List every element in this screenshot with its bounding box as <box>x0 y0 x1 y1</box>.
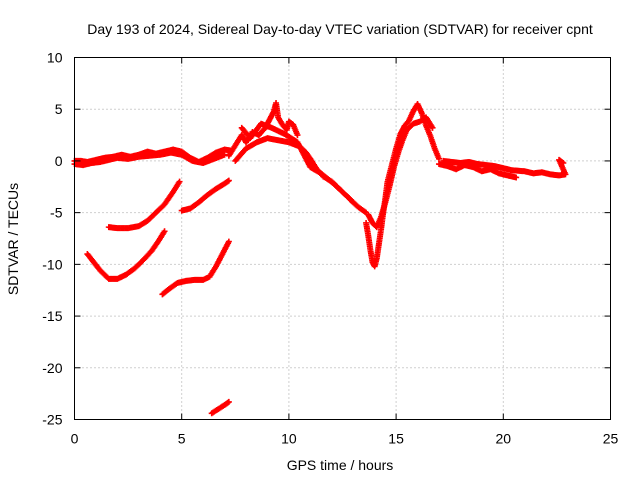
y-tick-labels: -25 -20 -15 -10 -5 0 5 10 <box>42 50 62 428</box>
grid-lines <box>74 57 611 420</box>
plot-frame <box>74 57 611 420</box>
x-tick-label: 25 <box>603 431 619 447</box>
y-tick-label: -10 <box>42 256 62 272</box>
data-point <box>349 198 356 205</box>
data-point <box>221 151 228 158</box>
data-point <box>429 124 436 131</box>
y-tick-label: -15 <box>42 308 62 324</box>
y-tick-label: -20 <box>42 360 62 376</box>
chart-title: Day 193 of 2024, Sidereal Day-to-day VTE… <box>87 21 593 37</box>
series-baseline-lower <box>71 149 228 169</box>
data-point <box>161 228 168 235</box>
y-tick-label: -5 <box>50 205 63 221</box>
y-tick-label: 5 <box>55 101 63 117</box>
series-arc-a <box>105 178 183 232</box>
y-tick-label: 0 <box>55 153 63 169</box>
series-arc-c <box>84 228 168 282</box>
data-point <box>294 132 301 139</box>
y-tick-label: 10 <box>47 50 63 66</box>
x-tick-labels: 0 5 10 15 20 25 <box>71 431 619 447</box>
data-point <box>435 155 442 162</box>
series-arc-d <box>159 238 232 298</box>
data-point <box>225 238 232 245</box>
x-tick-label: 10 <box>281 431 297 447</box>
x-axis-label: GPS time / hours <box>287 457 394 473</box>
y-axis-label: SDTVAR / TECUs <box>5 183 21 295</box>
data-point <box>225 398 232 405</box>
data-point <box>176 178 183 185</box>
data-points <box>71 100 569 417</box>
data-point <box>560 159 567 166</box>
x-tick-label: 15 <box>388 431 404 447</box>
series-midday-cluster <box>225 100 370 216</box>
data-point <box>350 199 357 206</box>
data-point <box>225 177 232 184</box>
axis-ticks <box>74 57 611 420</box>
series-arc-e <box>208 398 232 417</box>
y-tick-label: -25 <box>42 412 62 428</box>
series-arc-b <box>178 177 232 214</box>
series-evening-dip <box>363 101 442 270</box>
series-night-band <box>435 156 569 181</box>
x-tick-label: 5 <box>178 431 186 447</box>
data-point <box>513 174 520 181</box>
x-tick-label: 0 <box>71 431 79 447</box>
x-tick-label: 20 <box>496 431 512 447</box>
